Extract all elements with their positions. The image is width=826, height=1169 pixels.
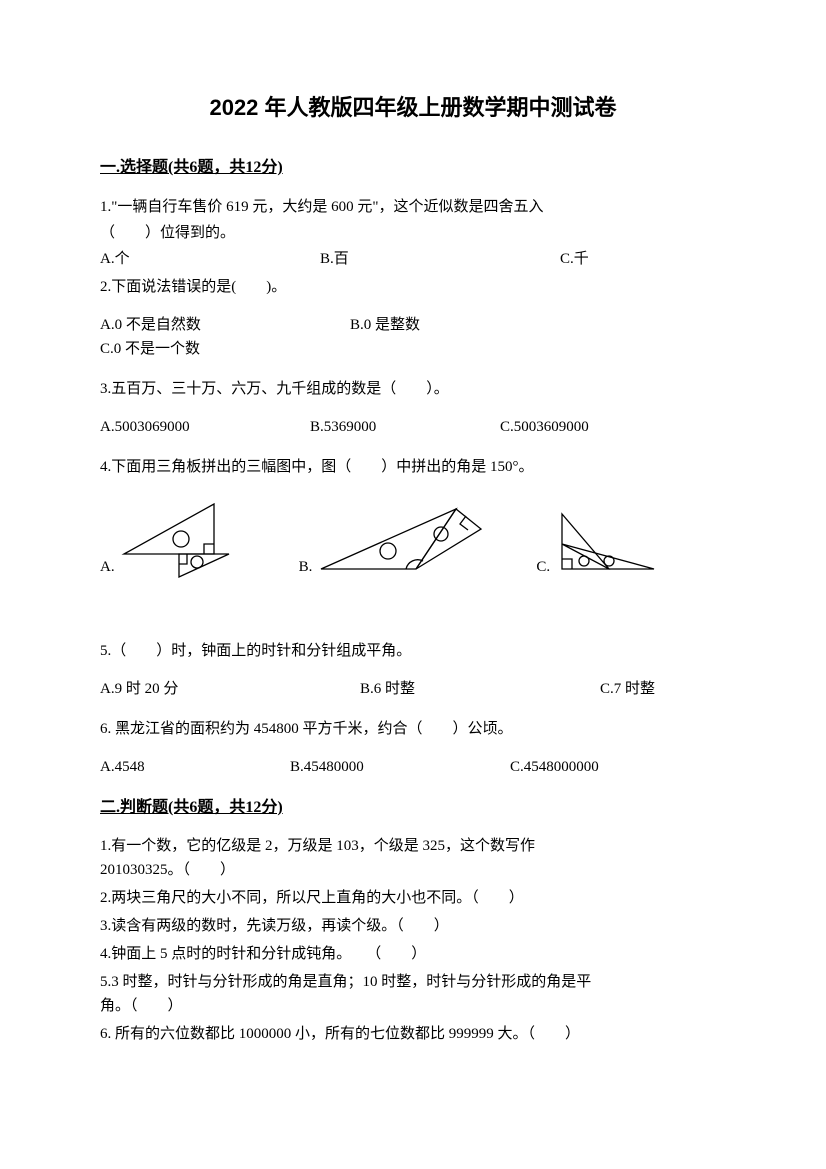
q5-optA: A.9 时 20 分 [100,677,320,701]
q2-optB: B.0 是整数 [350,313,550,337]
q4-optB-label: B. [299,555,313,579]
q4-optA-label: A. [100,555,115,579]
s2q1-line2: 201030325。（ ） [100,858,726,882]
q5-optC: C.7 时整 [600,677,655,701]
q5-text: 5.（ ）时，钟面上的时针和分针组成平角。 [100,639,726,663]
q4-itemA: A. [100,499,249,579]
q1-optA: A.个 [100,247,280,271]
q2-optA: A.0 不是自然数 [100,313,310,337]
q6: 6. 黑龙江省的面积约为 454800 平方千米，约合（ ）公顷。 A.4548… [100,717,726,779]
q1-options: A.个 B.百 C.千 [100,247,726,271]
s2q3: 3.读含有两级的数时，先读万级，再读个级。（ ） [100,914,726,938]
section1-header: 一.选择题(共6题，共12分) [100,155,726,181]
s2q5-line1: 5.3 时整，时针与分针形成的角是直角；10 时整，时针与分针形成的角是平 [100,970,726,994]
q6-optA: A.4548 [100,755,250,779]
q1-optC: C.千 [560,247,589,271]
q3-optC: C.5003609000 [500,415,589,439]
triangle-b-icon [316,499,486,579]
s2q1-line1: 1.有一个数，它的亿级是 2，万级是 103，个级是 325，这个数写作 [100,834,726,858]
q5-optB: B.6 时整 [360,677,560,701]
q3-optB: B.5369000 [310,415,460,439]
q4-options: A. B. C. [100,499,726,579]
q2-options: A.0 不是自然数 B.0 是整数 C.0 不是一个数 [100,313,726,361]
q2-optC: C.0 不是一个数 [100,337,200,361]
page-title: 2022 年人教版四年级上册数学期中测试卷 [100,90,726,125]
q3-text: 3.五百万、三十万、六万、九千组成的数是（ ）。 [100,377,726,401]
q3-optA: A.5003069000 [100,415,270,439]
q2-text: 2.下面说法错误的是( )。 [100,275,726,299]
q1: 1."一辆自行车售价 619 元，大约是 600 元"，这个近似数是四舍五入 （… [100,195,726,271]
s2q1: 1.有一个数，它的亿级是 2，万级是 103，个级是 325，这个数写作 201… [100,834,726,882]
q4-itemB: B. [299,499,487,579]
triangle-a-icon [119,499,249,579]
q4: 4.下面用三角板拼出的三幅图中，图（ ）中拼出的角是 150°。 A. B. [100,455,726,579]
q6-options: A.4548 B.45480000 C.4548000000 [100,755,726,779]
q4-optC-label: C. [536,555,550,579]
q1-line2: （ ）位得到的。 [100,221,726,245]
section2-header: 二.判断题(共6题，共12分) [100,795,726,821]
q5: 5.（ ）时，钟面上的时针和分针组成平角。 A.9 时 20 分 B.6 时整 … [100,639,726,701]
s2q6: 6. 所有的六位数都比 1000000 小，所有的七位数都比 999999 大。… [100,1022,726,1046]
s2q5: 5.3 时整，时针与分针形成的角是直角；10 时整，时针与分针形成的角是平 角。… [100,970,726,1018]
q6-optB: B.45480000 [290,755,470,779]
q4-itemC: C. [536,509,664,579]
s2q5-line2: 角。（ ） [100,994,726,1018]
q3-options: A.5003069000 B.5369000 C.5003609000 [100,415,726,439]
s2q4: 4.钟面上 5 点时的时针和分针成钝角。 （ ） [100,942,726,966]
s2q2: 2.两块三角尺的大小不同，所以尺上直角的大小也不同。（ ） [100,886,726,910]
q1-line1: 1."一辆自行车售价 619 元，大约是 600 元"，这个近似数是四舍五入 [100,195,726,219]
q3: 3.五百万、三十万、六万、九千组成的数是（ ）。 A.5003069000 B.… [100,377,726,439]
q4-text: 4.下面用三角板拼出的三幅图中，图（ ）中拼出的角是 150°。 [100,455,726,479]
triangle-c-icon [554,509,664,579]
q5-options: A.9 时 20 分 B.6 时整 C.7 时整 [100,677,726,701]
q2: 2.下面说法错误的是( )。 A.0 不是自然数 B.0 是整数 C.0 不是一… [100,275,726,361]
q1-optB: B.百 [320,247,520,271]
q6-text: 6. 黑龙江省的面积约为 454800 平方千米，约合（ ）公顷。 [100,717,726,741]
q6-optC: C.4548000000 [510,755,599,779]
